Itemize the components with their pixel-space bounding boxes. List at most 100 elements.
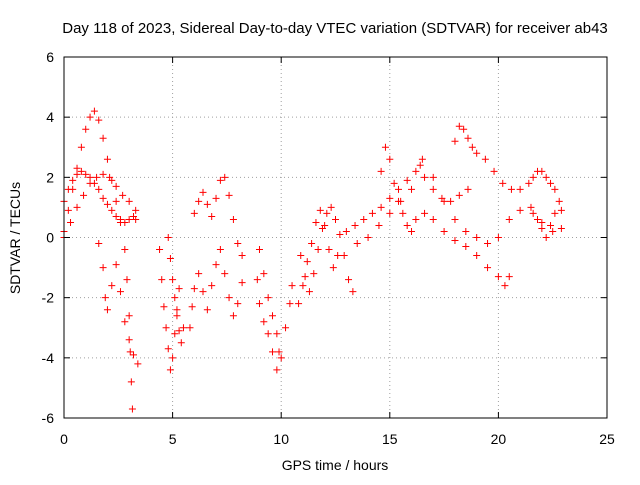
data-point	[99, 194, 107, 202]
data-point	[99, 134, 107, 142]
data-point	[199, 288, 207, 296]
data-point	[116, 215, 124, 223]
data-point	[416, 161, 424, 169]
data-point	[484, 240, 492, 248]
data-point	[162, 324, 170, 332]
data-point	[64, 206, 72, 214]
data-point	[253, 276, 261, 284]
data-point	[451, 215, 459, 223]
data-point	[121, 318, 129, 326]
data-point	[112, 197, 120, 205]
data-point	[234, 240, 242, 248]
data-point	[95, 116, 103, 124]
data-point	[195, 197, 203, 205]
data-point	[542, 234, 550, 241]
data-point	[208, 212, 216, 220]
data-point	[221, 270, 229, 278]
data-point	[429, 173, 437, 181]
data-point	[90, 107, 98, 115]
data-point	[399, 209, 407, 217]
data-point	[418, 155, 426, 163]
data-point	[238, 252, 246, 260]
data-point	[295, 300, 303, 308]
x-tick-label: 0	[60, 431, 68, 447]
data-point	[297, 252, 305, 260]
data-point	[386, 209, 394, 217]
data-point	[516, 185, 524, 193]
data-point	[345, 276, 353, 284]
data-point	[538, 224, 546, 232]
data-point	[494, 234, 502, 241]
data-point	[323, 209, 331, 217]
data-point	[305, 288, 313, 296]
data-point	[188, 303, 196, 311]
data-point	[299, 282, 307, 290]
data-point	[499, 179, 507, 187]
data-point	[555, 197, 563, 205]
data-point	[440, 197, 448, 205]
data-point	[494, 273, 502, 281]
x-tick-label: 20	[491, 431, 507, 447]
data-point	[353, 240, 361, 248]
data-point	[288, 282, 296, 290]
data-point	[394, 197, 402, 205]
data-point	[128, 405, 136, 413]
data-point	[505, 215, 513, 223]
data-point	[455, 122, 463, 130]
data-point	[130, 351, 138, 359]
data-point	[325, 246, 333, 254]
data-point	[340, 252, 348, 260]
data-point	[260, 270, 268, 278]
data-point	[177, 339, 185, 347]
data-point	[386, 155, 394, 163]
data-points	[60, 107, 565, 413]
data-point	[234, 300, 242, 308]
data-point	[286, 300, 294, 308]
data-point	[269, 312, 277, 320]
y-tick-label: -4	[42, 350, 55, 366]
data-point	[173, 312, 181, 320]
x-axis-label: GPS time / hours	[282, 457, 389, 473]
data-point	[225, 191, 233, 199]
y-tick-label: 6	[46, 49, 54, 65]
data-point	[190, 209, 198, 217]
data-point	[171, 294, 179, 302]
data-point	[460, 125, 468, 133]
data-point	[327, 203, 335, 211]
data-point	[277, 354, 285, 362]
data-point	[67, 218, 75, 226]
data-point	[64, 185, 72, 193]
data-point	[394, 185, 402, 193]
data-point	[112, 261, 120, 269]
data-point	[103, 200, 111, 208]
data-point	[451, 137, 459, 145]
data-point	[73, 164, 81, 172]
data-point	[473, 149, 481, 157]
data-point	[312, 218, 320, 226]
data-point	[99, 264, 107, 272]
data-point	[551, 185, 559, 193]
data-point	[123, 276, 131, 284]
data-point	[542, 173, 550, 181]
data-point	[73, 170, 81, 178]
data-point	[77, 143, 85, 151]
data-point	[516, 206, 524, 214]
data-point	[108, 206, 116, 214]
data-point	[473, 234, 481, 241]
data-point	[127, 378, 135, 386]
data-point	[126, 348, 134, 356]
x-tick-label: 5	[169, 431, 177, 447]
data-point	[264, 330, 272, 338]
data-point	[557, 224, 565, 232]
data-point	[199, 188, 207, 196]
x-tick-label: 10	[273, 431, 289, 447]
data-point	[160, 303, 168, 311]
data-point	[377, 203, 385, 211]
data-point	[538, 167, 546, 175]
data-point	[103, 155, 111, 163]
data-point	[86, 173, 94, 181]
data-point	[351, 221, 359, 229]
data-point	[164, 345, 172, 353]
